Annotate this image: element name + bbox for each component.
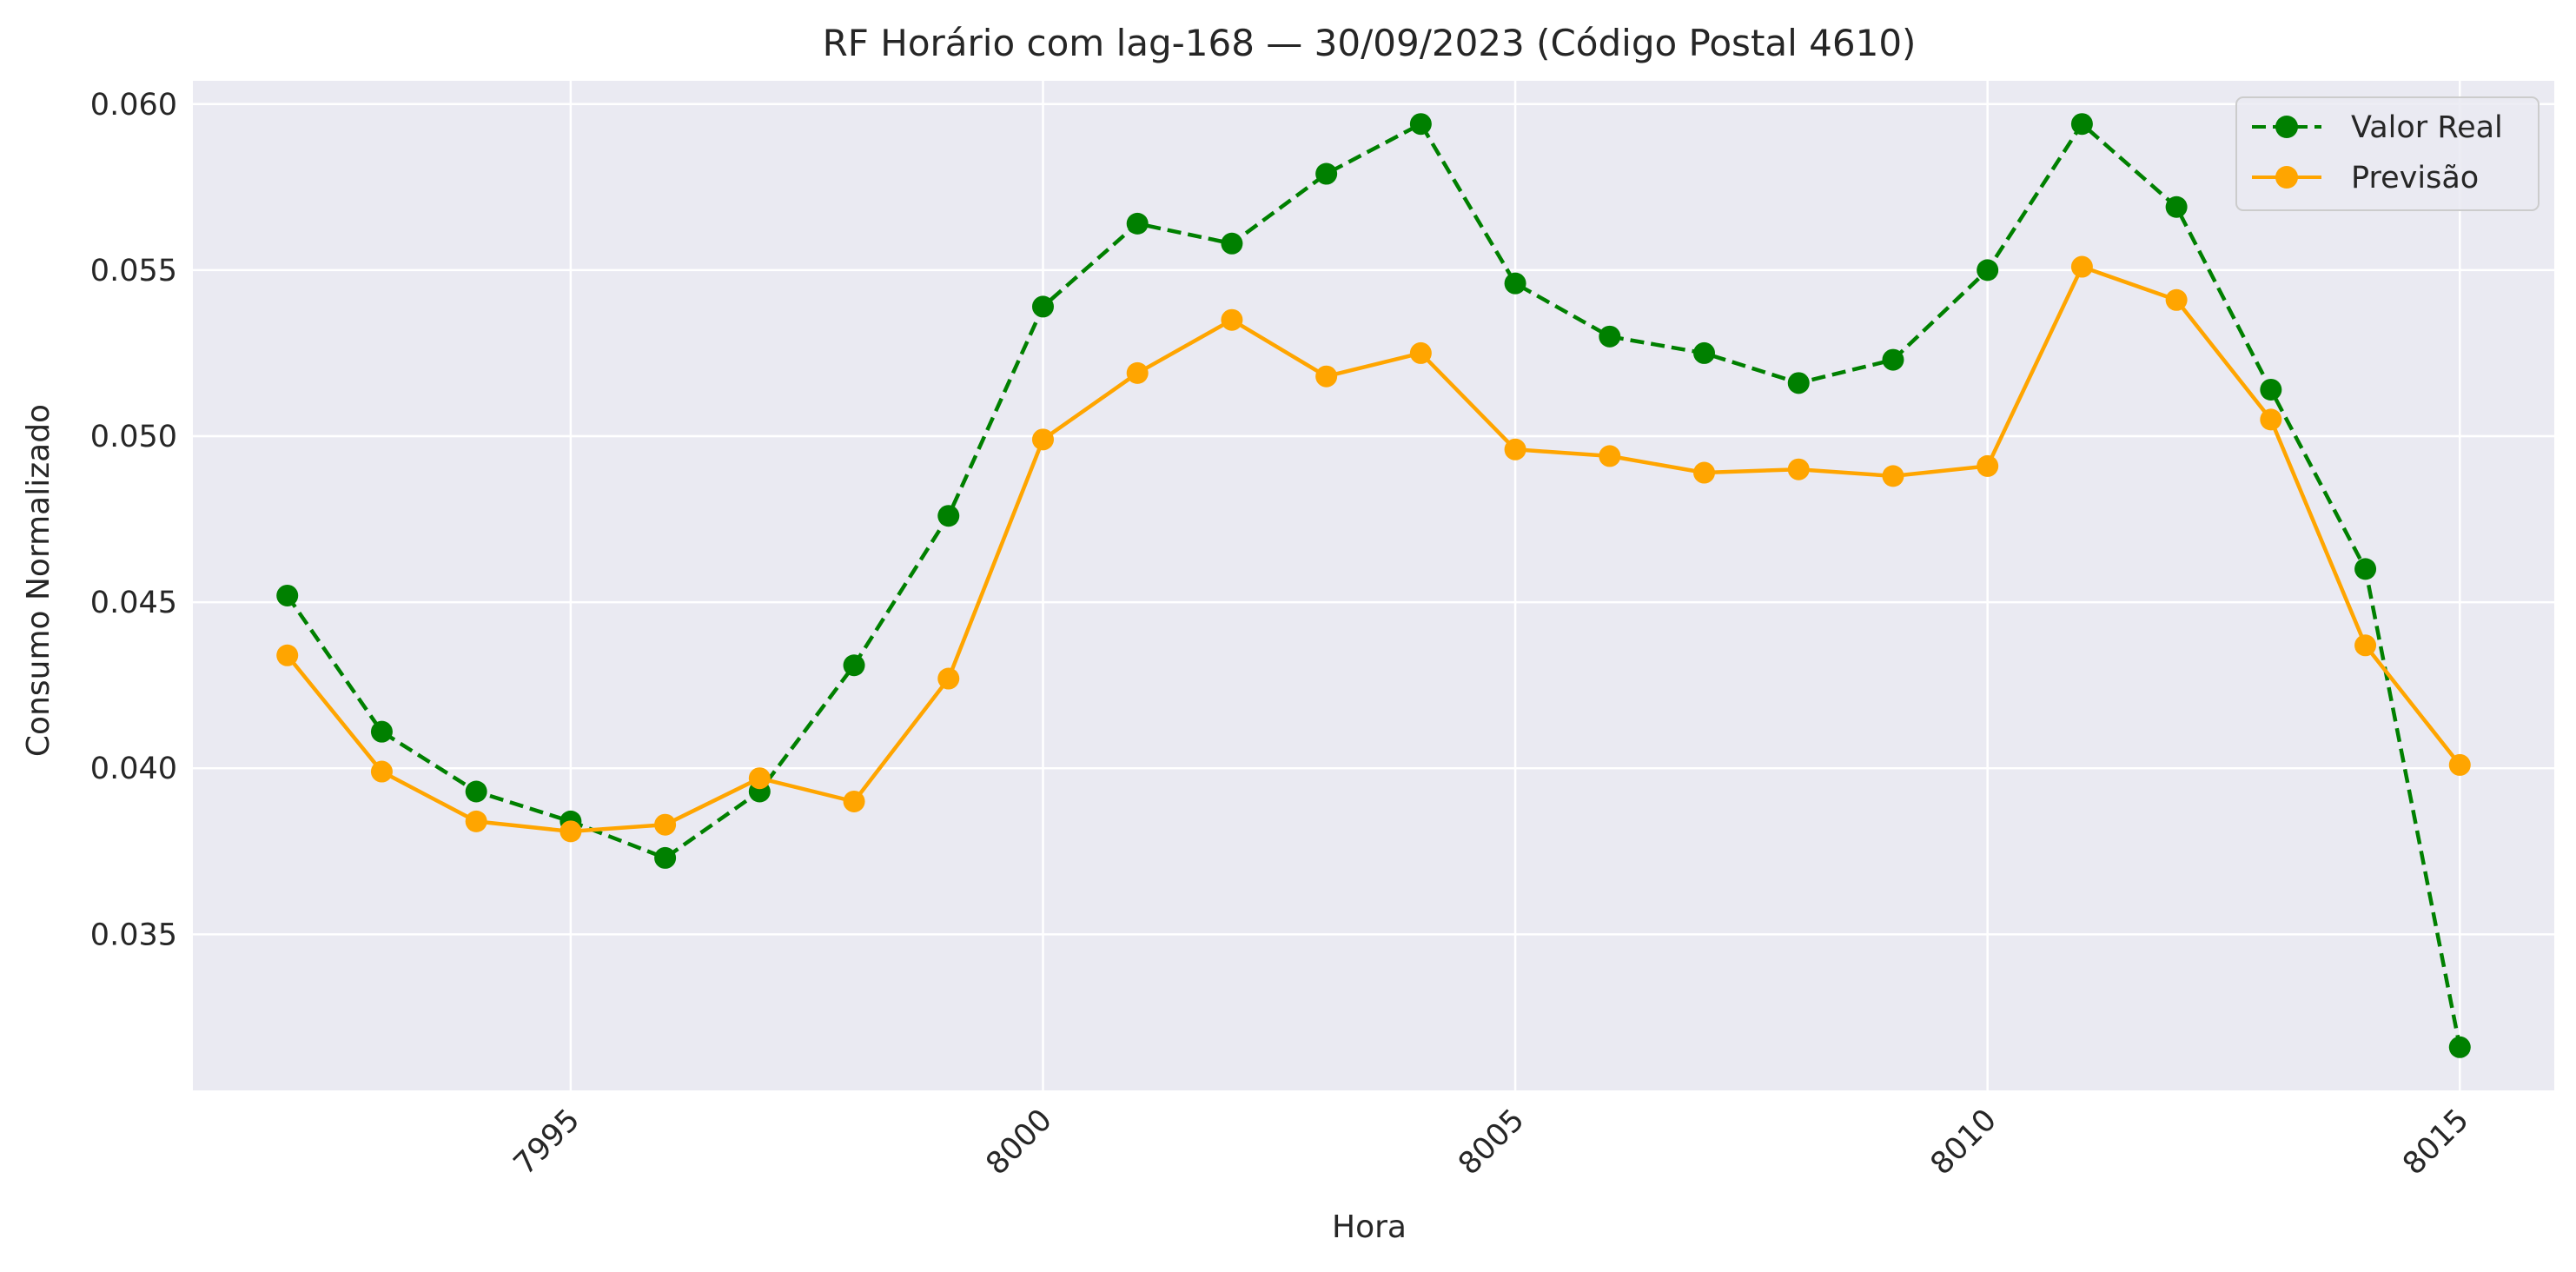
series-layer	[276, 113, 2471, 1058]
x-tick-label: 8000	[980, 1103, 1059, 1182]
plot-area	[193, 81, 2554, 1090]
legend: Valor Real Previsão	[2235, 96, 2540, 211]
data-point-previsao	[1787, 458, 1810, 480]
data-point-valor-real	[2354, 558, 2377, 580]
data-point-valor-real	[1693, 341, 1716, 364]
x-tick-label: 7995	[507, 1103, 586, 1182]
x-tick-label: 8005	[1452, 1103, 1531, 1182]
y-tick-label: 0.045	[90, 586, 177, 620]
data-point-previsao	[276, 644, 299, 666]
x-tick-label: 8010	[1924, 1103, 2003, 1182]
y-axis-label: Consumo Normalizado	[21, 404, 56, 757]
data-point-valor-real	[1599, 325, 1621, 348]
data-point-previsao	[1882, 465, 1904, 487]
legend-label-valor-real: Valor Real	[2351, 110, 2503, 145]
data-point-previsao	[1504, 438, 1526, 460]
data-point-valor-real	[1126, 212, 1149, 235]
y-tick-label: 0.040	[90, 752, 177, 786]
data-point-previsao	[843, 790, 865, 812]
data-point-valor-real	[1882, 348, 1904, 371]
data-point-valor-real	[465, 780, 487, 803]
data-point-previsao	[1126, 361, 1149, 384]
x-tick-label: 8015	[2396, 1103, 2475, 1182]
data-point-valor-real	[370, 720, 393, 743]
y-tick-label: 0.050	[90, 420, 177, 454]
data-point-previsao	[1977, 454, 1999, 477]
data-point-valor-real	[276, 584, 299, 606]
data-point-previsao	[1693, 461, 1716, 484]
data-point-valor-real	[1031, 295, 1054, 318]
data-point-previsao	[370, 760, 393, 783]
data-point-valor-real	[937, 505, 960, 527]
legend-label-previsao: Previsão	[2351, 161, 2479, 195]
y-tick-label: 0.055	[90, 254, 177, 288]
series-valor-real	[276, 113, 2471, 1058]
data-point-valor-real	[2448, 1036, 2471, 1058]
series-line-valor-real	[285, 122, 2462, 1048]
data-point-previsao	[654, 813, 677, 836]
y-axis-ticks: 0.035 0.040 0.045 0.050 0.055 0.060	[90, 88, 177, 953]
legend-marker-previsao	[2275, 166, 2298, 189]
data-point-previsao	[2354, 634, 2377, 657]
legend-box	[2235, 96, 2540, 211]
data-point-previsao	[1221, 308, 1243, 331]
data-point-valor-real	[1409, 113, 1432, 136]
data-point-previsao	[748, 767, 771, 790]
data-point-previsao	[1599, 445, 1621, 467]
data-point-previsao	[2448, 753, 2471, 776]
data-point-valor-real	[654, 846, 677, 869]
y-tick-label: 0.060	[90, 88, 177, 123]
data-point-valor-real	[1315, 162, 1338, 185]
data-point-valor-real	[1504, 272, 1526, 295]
data-point-previsao	[1031, 428, 1054, 451]
series-previsao	[276, 255, 2471, 843]
data-point-valor-real	[2070, 113, 2093, 136]
data-point-previsao	[465, 810, 487, 832]
data-point-previsao	[2070, 255, 2093, 278]
data-point-previsao	[560, 820, 582, 843]
chart-title: RF Horário com lag-168 — 30/09/2023 (Cód…	[823, 22, 1917, 64]
x-axis-label: Hora	[1332, 1209, 1407, 1245]
y-tick-label: 0.035	[90, 918, 177, 952]
data-point-previsao	[937, 667, 960, 690]
data-point-valor-real	[2260, 378, 2282, 401]
grid-lines	[193, 81, 2554, 1090]
data-point-previsao	[2260, 408, 2282, 431]
data-point-valor-real	[1221, 232, 1243, 255]
data-point-previsao	[1315, 365, 1338, 388]
data-point-valor-real	[1977, 259, 1999, 282]
data-point-valor-real	[843, 654, 865, 677]
series-line-previsao	[285, 264, 2462, 834]
data-point-previsao	[1409, 341, 1432, 364]
legend-marker-valor-real	[2275, 116, 2298, 138]
data-point-valor-real	[1787, 372, 1810, 394]
x-axis-ticks: 7995 8000 8005 8010 8015	[507, 1103, 2476, 1182]
data-point-previsao	[2165, 288, 2188, 311]
data-point-valor-real	[2165, 195, 2188, 218]
